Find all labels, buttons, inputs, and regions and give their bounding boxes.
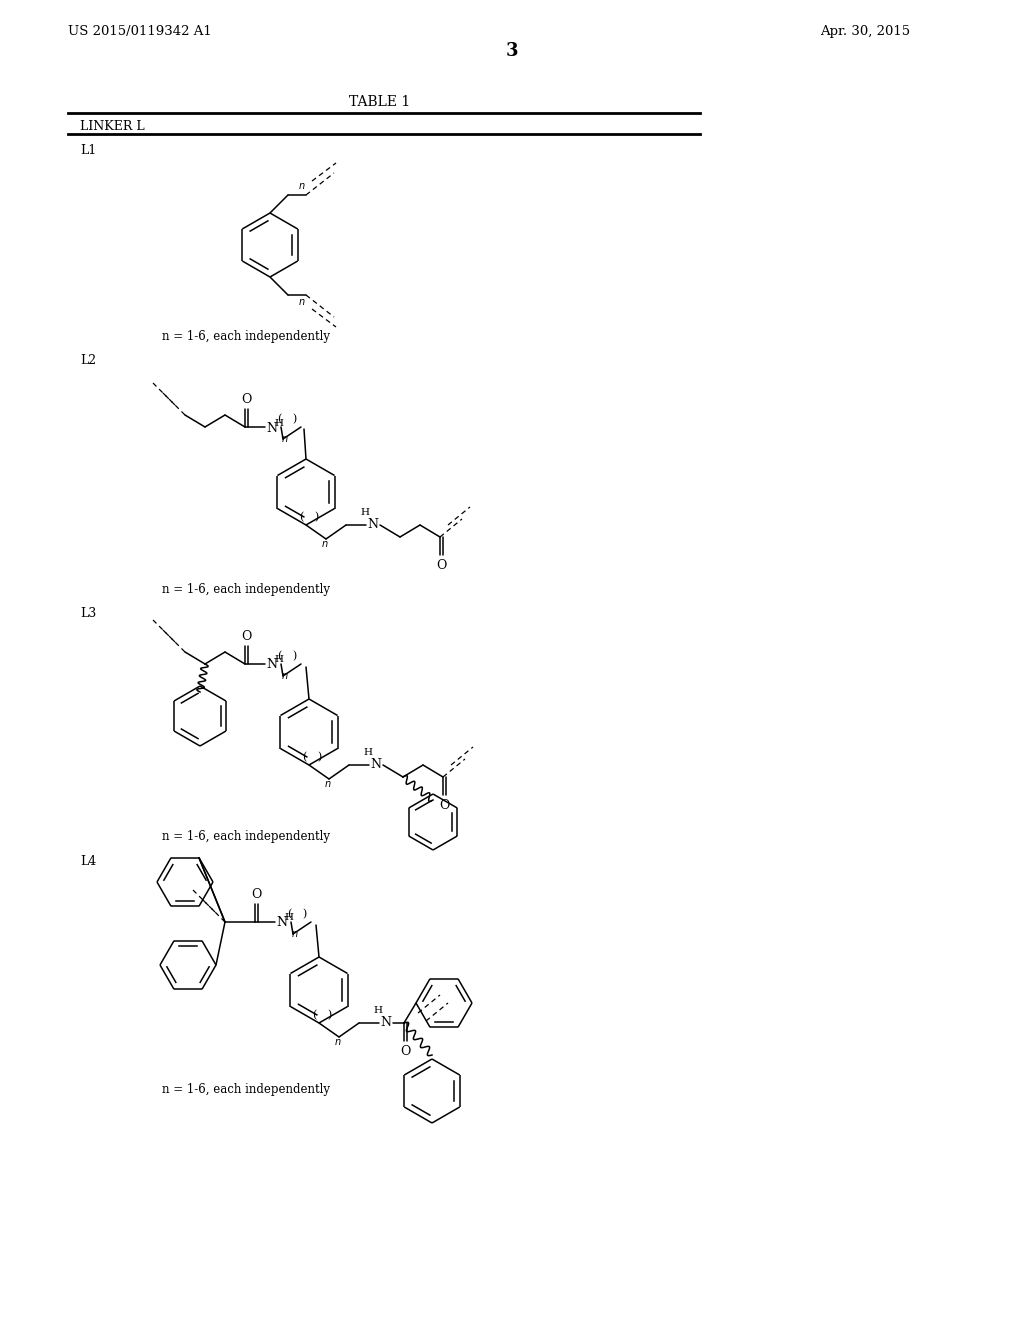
Text: N: N xyxy=(266,421,278,434)
Text: O: O xyxy=(241,630,251,643)
Text: O: O xyxy=(439,799,450,812)
Text: n: n xyxy=(335,1038,341,1047)
Text: n: n xyxy=(299,181,305,191)
Text: n: n xyxy=(299,297,305,308)
Text: n: n xyxy=(282,671,288,681)
Text: O: O xyxy=(241,393,251,407)
Text: (   ): ( ) xyxy=(278,413,297,424)
Text: N: N xyxy=(380,1016,391,1030)
Text: L1: L1 xyxy=(80,144,96,157)
Text: N: N xyxy=(266,659,278,672)
Text: Apr. 30, 2015: Apr. 30, 2015 xyxy=(820,25,910,38)
Text: n: n xyxy=(292,929,298,939)
Text: H: H xyxy=(274,418,283,428)
Text: n: n xyxy=(325,779,331,789)
Text: 3: 3 xyxy=(506,42,518,59)
Text: O: O xyxy=(251,888,261,902)
Text: (   ): ( ) xyxy=(303,751,323,762)
Text: n: n xyxy=(282,434,288,444)
Text: L2: L2 xyxy=(80,354,96,367)
Text: H: H xyxy=(360,508,370,517)
Text: n: n xyxy=(322,539,328,549)
Text: (   ): ( ) xyxy=(288,908,307,919)
Text: H: H xyxy=(374,1006,383,1015)
Text: (   ): ( ) xyxy=(278,651,297,661)
Text: (   ): ( ) xyxy=(313,1010,332,1020)
Text: L4: L4 xyxy=(80,855,96,869)
Text: H: H xyxy=(364,748,373,756)
Text: O: O xyxy=(399,1045,411,1059)
Text: L3: L3 xyxy=(80,607,96,620)
Text: US 2015/0119342 A1: US 2015/0119342 A1 xyxy=(68,25,212,38)
Text: n = 1-6, each independently: n = 1-6, each independently xyxy=(162,583,330,597)
Text: n = 1-6, each independently: n = 1-6, each independently xyxy=(162,1082,330,1096)
Text: N: N xyxy=(276,916,287,929)
Text: (   ): ( ) xyxy=(300,512,319,521)
Text: O: O xyxy=(436,558,446,572)
Text: H: H xyxy=(274,656,283,664)
Text: N: N xyxy=(367,519,378,532)
Text: LINKER L: LINKER L xyxy=(80,120,144,133)
Text: N: N xyxy=(370,759,381,771)
Text: H: H xyxy=(284,913,293,923)
Text: n = 1-6, each independently: n = 1-6, each independently xyxy=(162,330,330,343)
Text: n = 1-6, each independently: n = 1-6, each independently xyxy=(162,830,330,843)
Text: TABLE 1: TABLE 1 xyxy=(349,95,411,110)
